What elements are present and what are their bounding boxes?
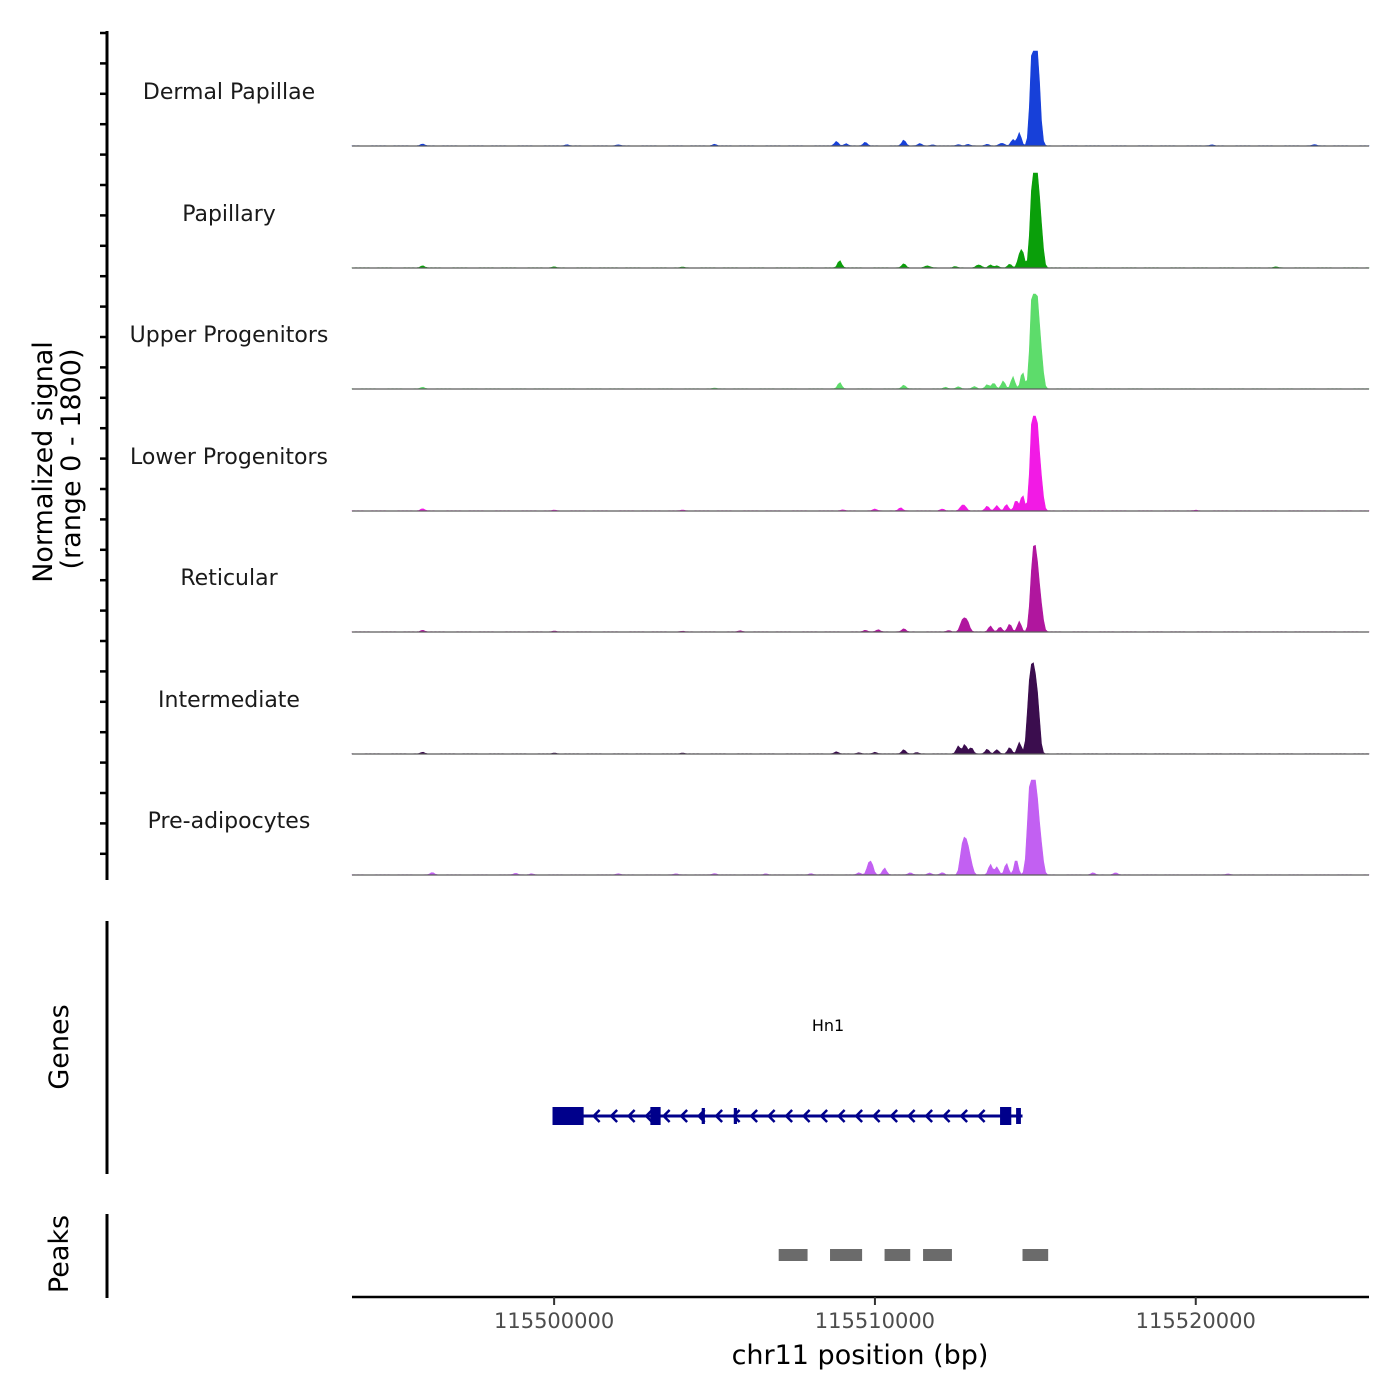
track-label: Pre-adipocytes: [148, 809, 311, 834]
x-tick-label: 115520000: [1136, 1309, 1256, 1333]
strand-arrow: [784, 1109, 794, 1123]
x-tick-label: 115500000: [494, 1309, 614, 1333]
strand-arrow: [959, 1109, 969, 1123]
gene-exon: [701, 1108, 705, 1124]
strand-arrow: [889, 1109, 899, 1123]
x-tick-label: 115510000: [815, 1309, 935, 1333]
strand-arrow: [661, 1109, 671, 1123]
x-axis-title: chr11 position (bp): [732, 1340, 989, 1371]
track-label: Intermediate: [158, 688, 300, 713]
coverage-area: [351, 293, 1370, 390]
track-label: Dermal Papillae: [143, 80, 315, 105]
strand-arrow: [801, 1109, 811, 1123]
gene-exon: [650, 1107, 661, 1125]
peak-track: [778, 1249, 1049, 1261]
strand-arrow: [714, 1109, 724, 1123]
coverage-area: [351, 172, 1370, 269]
signal-y-axis: [100, 31, 109, 880]
x-axis: 115500000 115510000 115520000: [494, 1297, 1256, 1333]
gene-exon: [1016, 1108, 1021, 1124]
track-label: Lower Progenitors: [130, 445, 328, 470]
strand-arrow: [591, 1109, 601, 1123]
strand-arrow: [976, 1109, 986, 1123]
peak-region: [923, 1249, 952, 1261]
coverage-area: [351, 50, 1370, 147]
peak-region: [830, 1249, 863, 1261]
strand-arrow: [924, 1109, 934, 1123]
y-axis-range-label: (range 0 - 1800): [56, 349, 87, 570]
peak-region: [884, 1249, 911, 1261]
y-axis-title: Normalized signal: [28, 341, 59, 583]
strand-arrow: [679, 1109, 689, 1123]
strand-arrow: [766, 1109, 776, 1123]
coverage-area: [351, 779, 1370, 876]
peak-region: [1022, 1249, 1049, 1261]
track-label: Papillary: [182, 202, 276, 227]
strand-arrow: [854, 1109, 864, 1123]
strand-arrow: [836, 1109, 846, 1123]
coverage-area: [351, 544, 1370, 633]
gene-exon: [1000, 1107, 1012, 1125]
strand-arrow: [906, 1109, 916, 1123]
gene-exon: [733, 1108, 737, 1124]
gene-name-label: Hn1: [812, 1016, 844, 1035]
strand-arrow: [626, 1109, 636, 1123]
strand-arrow: [819, 1109, 829, 1123]
gene-track: [552, 1107, 1023, 1125]
strand-arrow: [749, 1109, 759, 1123]
coverage-tracks: Dermal Papillae Papillary Upper Progenitor…: [130, 50, 1370, 876]
track-label: Reticular: [180, 566, 278, 591]
coverage-area: [351, 662, 1370, 755]
strand-arrow: [644, 1109, 654, 1123]
peak-track-label: Peaks: [44, 1215, 75, 1293]
peak-region: [778, 1249, 808, 1261]
strand-arrow: [941, 1109, 951, 1123]
strand-arrow: [609, 1109, 619, 1123]
strand-arrow: [731, 1109, 741, 1123]
gene-exon: [552, 1107, 584, 1125]
strand-arrow: [871, 1109, 881, 1123]
gene-track-label: Genes: [44, 1004, 75, 1089]
track-label: Upper Progenitors: [130, 323, 329, 348]
coverage-area: [351, 415, 1370, 512]
